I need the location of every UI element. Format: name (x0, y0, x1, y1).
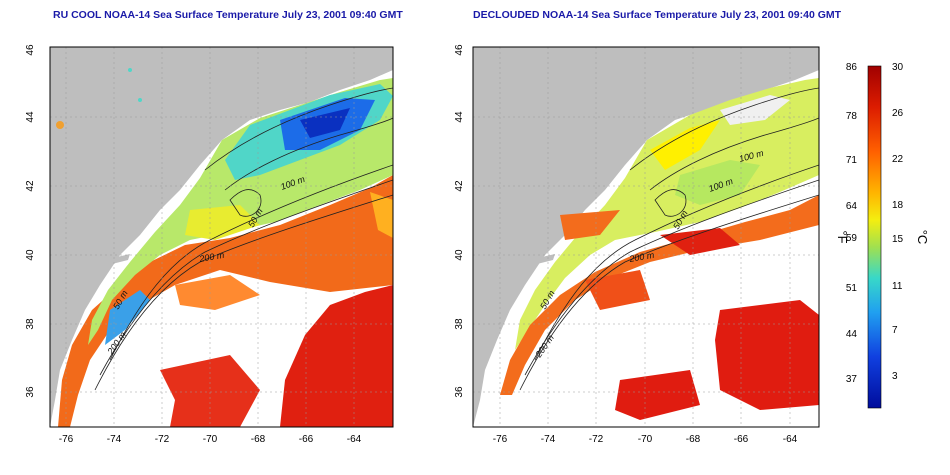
colorbar-f-tick: 37 (846, 374, 858, 385)
colorbar-f-tick: 64 (846, 201, 858, 212)
left-x-tick: -64 (347, 434, 362, 445)
colorbar-c-tick: 22 (892, 154, 904, 165)
right-x-tick: -64 (783, 434, 798, 445)
colorbar-c-tick: 26 (892, 108, 904, 119)
colorbar-f-tick: 59 (846, 233, 858, 244)
left-y-tick: 42 (25, 180, 36, 192)
colorbar-celsius-ticks: 30 26 22 18 15 11 7 3 (892, 62, 904, 382)
right-y-tick: 40 (454, 249, 465, 261)
left-y-axis: 46 44 42 40 38 36 (25, 44, 36, 398)
right-map-frame (472, 46, 820, 428)
right-x-tick: -76 (493, 434, 508, 445)
left-x-tick: -74 (107, 434, 122, 445)
left-map-title: RU COOL NOAA-14 Sea Surface Temperature … (53, 9, 403, 21)
right-land (473, 47, 819, 427)
colorbar-fahrenheit-ticks: 86 78 71 64 59 51 44 37 (846, 62, 858, 385)
right-x-tick: -72 (589, 434, 604, 445)
left-y-tick: 44 (25, 111, 36, 123)
left-x-tick: -68 (251, 434, 266, 445)
left-warm-water (58, 175, 393, 427)
colorbar-f-tick: 78 (846, 111, 858, 122)
left-x-axis: -76 -74 -72 -70 -68 -66 -64 (59, 434, 362, 445)
temperature-colorbar (867, 65, 882, 409)
left-y-tick: 40 (25, 249, 36, 261)
colorbar-c-tick: 15 (892, 234, 904, 245)
colorbar-celsius-label: °C (915, 230, 930, 245)
right-y-tick: 36 (454, 386, 465, 398)
right-x-tick: -68 (686, 434, 701, 445)
right-y-tick: 46 (454, 44, 465, 56)
right-y-tick: 44 (454, 111, 465, 123)
left-y-tick: 36 (25, 386, 36, 398)
colorbar-c-tick: 3 (892, 371, 898, 382)
right-map-title: DECLOUDED NOAA-14 Sea Surface Temperatur… (473, 9, 842, 21)
left-x-tick: -72 (155, 434, 170, 445)
right-y-tick: 38 (454, 318, 465, 330)
left-map-frame (49, 46, 394, 428)
colorbar-fahrenheit-label: °F (835, 230, 850, 243)
right-y-axis: 46 44 42 40 38 36 (454, 44, 465, 398)
colorbar-f-tick: 51 (846, 283, 858, 294)
right-x-tick: -74 (541, 434, 556, 445)
right-shelf-water (515, 78, 819, 350)
left-y-tick: 38 (25, 318, 36, 330)
left-sst-map (50, 47, 393, 427)
colorbar-c-tick: 7 (892, 325, 898, 336)
colorbar-f-tick: 86 (846, 62, 858, 73)
left-y-tick: 46 (25, 44, 36, 56)
colorbar-f-tick: 44 (846, 329, 858, 340)
right-x-tick: -66 (734, 434, 749, 445)
right-y-tick: 42 (454, 180, 465, 192)
left-contour-label-200: 200 m (198, 250, 226, 264)
left-x-tick: -76 (59, 434, 74, 445)
right-sst-map (473, 47, 819, 427)
right-x-axis: -76 -74 -72 -70 -68 -66 -64 (493, 434, 798, 445)
colorbar-c-tick: 11 (892, 281, 903, 292)
left-land (50, 47, 393, 427)
colorbar-c-tick: 30 (892, 62, 904, 73)
colorbar-c-tick: 18 (892, 200, 904, 211)
left-x-tick: -70 (203, 434, 218, 445)
right-warm-water (500, 195, 819, 395)
right-x-tick: -70 (638, 434, 653, 445)
left-x-tick: -66 (299, 434, 314, 445)
colorbar-f-tick: 71 (846, 155, 858, 166)
right-contour-label-200: 200 m (628, 250, 656, 264)
